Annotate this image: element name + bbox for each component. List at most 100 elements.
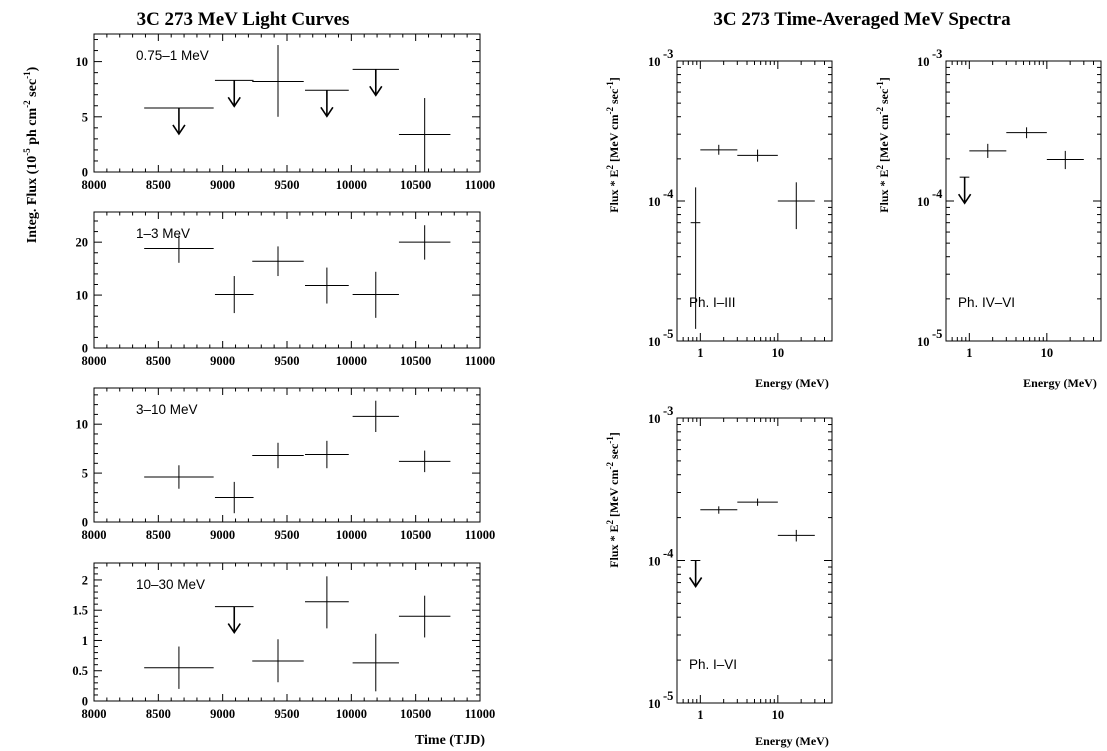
y-tick-label: 10 (917, 55, 930, 69)
x-tick-label: 10500 (400, 354, 431, 368)
data-point-3 (737, 498, 778, 506)
x-tick-label: 8500 (146, 178, 171, 192)
y-tick-label: 5 (82, 467, 88, 481)
y-tick-label: 10 (76, 55, 89, 69)
y-tick-label: 10 (648, 55, 661, 69)
chart-panel-3: 8000 8500 9000 9500 10000 10500 11000 0 5 10 3–10 … (76, 387, 496, 542)
data-point-1 (688, 560, 703, 588)
data-point-4 (305, 267, 349, 304)
phase-label: Ph. I–VI (689, 657, 737, 672)
data-point-1 (144, 235, 214, 263)
y-tick-label: 2 (82, 573, 88, 587)
spectrum-y-axis-label-2: Flux * E2 [MeV cm-2 sec-1] (875, 77, 891, 213)
data-point-4 (1046, 150, 1084, 170)
x-tick-label: 8500 (146, 354, 171, 368)
upper-limit-arrow (227, 606, 241, 635)
data-point-1 (144, 646, 214, 689)
data-point-5 (352, 271, 399, 318)
y-tick-exponent: -5 (932, 327, 942, 341)
y-tick-exponent: -5 (663, 327, 673, 341)
light-curves-title: 3C 273 MeV Light Curves (137, 9, 350, 30)
upper-limit-arrowhead (227, 96, 241, 108)
y-tick-label: 10 (648, 555, 661, 569)
data-point-6 (398, 595, 451, 638)
y-tick-exponent: -3 (663, 47, 673, 61)
y-tick-exponent: -3 (663, 404, 673, 418)
data-point-5 (352, 633, 399, 692)
x-tick-label: 11000 (465, 178, 496, 192)
y-tick-label: 10 (76, 289, 89, 303)
spectrum-x-axis-label-1: Energy (MeV) (755, 376, 829, 390)
x-tick-label: 1 (966, 346, 972, 360)
y-tick-label: 10 (917, 195, 930, 209)
energy-band-label: 1–3 MeV (136, 226, 190, 241)
data-point-1 (690, 187, 701, 329)
y-tick-exponent: -4 (663, 547, 674, 561)
y-tick-label: 10 (648, 697, 661, 711)
x-tick-label: 8000 (82, 707, 107, 721)
upper-limit-arrow (172, 107, 186, 136)
upper-limit-arrowhead (172, 124, 186, 136)
x-tick-label: 9500 (275, 707, 300, 721)
y-tick-label: 0 (82, 516, 88, 530)
x-tick-label: 8500 (146, 528, 171, 542)
x-tick-label: 9000 (210, 707, 235, 721)
x-tick-label: 10500 (400, 178, 431, 192)
data-point-4 (305, 576, 349, 629)
upper-limit-arrow (688, 560, 703, 588)
upper-limit-arrow (957, 177, 972, 205)
x-tick-label: 10 (772, 346, 785, 360)
data-point-4 (777, 182, 815, 230)
x-tick-label: 10 (1041, 346, 1054, 360)
x-tick-label: 1 (697, 346, 703, 360)
light-curve-y-axis-label: Integ. Flux (10-5 ph cm-2 sec-1) (22, 66, 40, 243)
spectrum-y-axis-label-1: Flux * E2 [MeV cm-2 sec-1] (605, 77, 621, 213)
data-point-2 (214, 606, 254, 635)
data-point-4 (305, 440, 349, 469)
data-point-2 (969, 143, 1007, 158)
x-tick-label: 9500 (275, 528, 300, 542)
y-tick-label: 0 (82, 166, 88, 180)
data-point-3 (1006, 127, 1047, 139)
y-tick-label: 5 (82, 110, 88, 124)
upper-limit-arrowhead (227, 623, 241, 635)
x-tick-label: 11000 (465, 354, 496, 368)
data-point-3 (252, 639, 304, 683)
x-tick-label: 10000 (336, 528, 367, 542)
upper-limit-arrow (227, 80, 241, 108)
chart-panel-2: 8000 8500 9000 9500 10000 10500 11000 0 10 20 1–3 … (76, 211, 496, 368)
data-point-1 (144, 107, 214, 136)
x-tick-label: 9000 (210, 178, 235, 192)
data-point-1 (957, 176, 972, 205)
spectrum-x-axis-label-3: Energy (MeV) (755, 734, 829, 748)
y-tick-exponent: -5 (663, 689, 673, 703)
spectra-title: 3C 273 Time-Averaged MeV Spectra (713, 9, 1011, 30)
spectrum-x-axis-label-2: Energy (MeV) (1023, 376, 1097, 390)
energy-band-label: 0.75–1 MeV (136, 48, 209, 63)
data-point-6 (398, 98, 451, 172)
data-point-2 (214, 481, 254, 514)
energy-band-label: 10–30 MeV (136, 577, 205, 592)
x-tick-label: 11000 (465, 528, 496, 542)
data-point-2 (214, 276, 254, 314)
upper-limit-arrowhead (957, 193, 972, 205)
chart-panel-1: 8000 8500 9000 9500 10000 10500 11000 0 5 10 0.75–… (76, 33, 496, 192)
x-tick-label: 10500 (400, 528, 431, 542)
data-point-1 (144, 465, 214, 489)
data-point-5 (352, 68, 399, 97)
y-tick-label: 10 (648, 195, 661, 209)
data-point-4 (305, 89, 349, 118)
x-tick-label: 10000 (336, 354, 367, 368)
y-tick-label: 0 (82, 342, 88, 356)
upper-limit-arrowhead (320, 106, 334, 118)
x-tick-label: 1 (697, 708, 703, 722)
data-point-6 (398, 225, 451, 260)
data-point-2 (700, 506, 738, 514)
data-point-5 (352, 400, 399, 433)
x-tick-label: 8000 (82, 528, 107, 542)
upper-limit-arrowhead (688, 577, 703, 588)
upper-limit-arrow (369, 69, 383, 97)
